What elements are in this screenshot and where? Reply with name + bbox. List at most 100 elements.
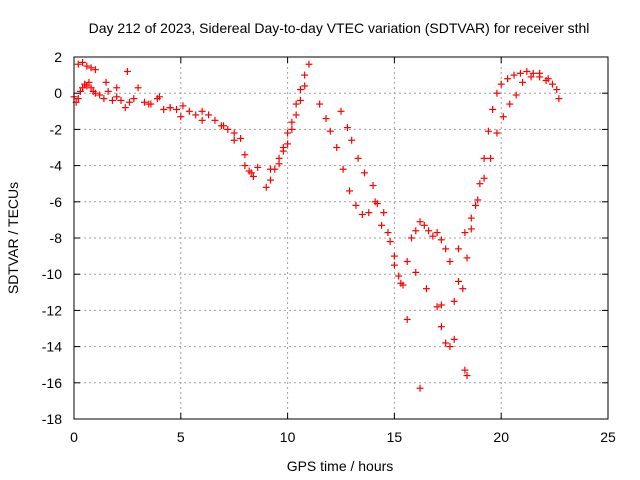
data-point xyxy=(305,60,313,68)
data-point xyxy=(220,122,228,130)
data-point xyxy=(544,75,552,83)
data-point xyxy=(121,104,129,112)
data-point xyxy=(288,118,296,126)
data-point xyxy=(177,113,185,121)
data-point xyxy=(145,100,153,108)
x-tick-label: 25 xyxy=(600,429,616,445)
data-point xyxy=(548,80,556,88)
data-point xyxy=(123,67,131,75)
data-point xyxy=(117,96,125,104)
data-point xyxy=(416,218,424,226)
data-point xyxy=(241,162,249,170)
data-point xyxy=(292,100,300,108)
data-point xyxy=(192,111,200,119)
data-point xyxy=(553,86,561,94)
data-point xyxy=(79,58,87,66)
data-point xyxy=(301,71,309,79)
data-point xyxy=(83,62,91,70)
data-point xyxy=(358,210,366,218)
data-point xyxy=(416,384,424,392)
data-point xyxy=(134,84,142,92)
data-point xyxy=(397,279,405,287)
data-point xyxy=(422,285,430,293)
data-point xyxy=(497,80,505,88)
data-point xyxy=(484,127,492,135)
data-point xyxy=(467,214,475,222)
data-point xyxy=(85,78,93,86)
data-point xyxy=(493,129,501,137)
data-point xyxy=(316,100,324,108)
data-point xyxy=(296,96,304,104)
data-point xyxy=(378,221,386,229)
data-point xyxy=(292,111,300,119)
data-point xyxy=(480,154,488,162)
data-point xyxy=(91,89,99,97)
data-point xyxy=(467,225,475,233)
data-point xyxy=(472,201,480,209)
data-point xyxy=(512,91,520,99)
data-point xyxy=(198,116,206,124)
data-point xyxy=(506,100,514,108)
data-point xyxy=(279,147,287,155)
data-point xyxy=(360,169,368,177)
data-point xyxy=(198,107,206,115)
data-point xyxy=(83,82,91,90)
y-tick-label: -6 xyxy=(50,194,63,210)
data-point xyxy=(429,232,437,240)
data-point xyxy=(275,160,283,168)
data-point xyxy=(346,187,354,195)
data-point xyxy=(403,315,411,323)
x-tick-label: 20 xyxy=(493,429,509,445)
data-point xyxy=(446,343,454,351)
data-point xyxy=(74,95,82,103)
data-point xyxy=(437,236,445,244)
data-point xyxy=(262,183,270,191)
data-point xyxy=(87,64,95,72)
data-point xyxy=(288,125,296,133)
plot-frame xyxy=(73,56,609,420)
data-point xyxy=(463,372,471,380)
data-point xyxy=(536,69,544,77)
y-tick-label: -16 xyxy=(42,375,62,391)
data-point xyxy=(487,154,495,162)
data-point xyxy=(555,95,563,103)
data-point xyxy=(459,285,467,293)
data-point xyxy=(420,221,428,229)
data-point xyxy=(352,201,360,209)
data-point xyxy=(74,60,82,68)
data-point xyxy=(160,105,168,113)
data-point xyxy=(476,180,484,188)
data-point xyxy=(333,144,341,151)
x-tick-label: 5 xyxy=(177,429,185,445)
data-point xyxy=(437,301,445,309)
data-point xyxy=(446,258,454,266)
data-point xyxy=(407,234,415,242)
data-point xyxy=(185,107,193,115)
data-point xyxy=(390,252,398,260)
data-point xyxy=(237,134,245,142)
data-point xyxy=(442,339,450,347)
data-point xyxy=(91,66,99,74)
x-axis-label: GPS time / hours xyxy=(287,458,394,474)
data-point xyxy=(499,113,507,121)
data-point xyxy=(433,229,441,237)
data-point xyxy=(337,107,345,115)
data-point xyxy=(425,227,433,235)
data-point xyxy=(166,104,174,112)
data-point xyxy=(450,297,458,305)
data-point xyxy=(284,129,292,137)
data-point xyxy=(354,154,362,162)
data-point xyxy=(412,268,420,276)
data-point xyxy=(100,95,108,103)
data-point xyxy=(489,105,497,113)
data-point xyxy=(140,98,148,106)
data-point xyxy=(348,136,356,144)
data-point xyxy=(247,169,255,177)
y-tick-label: 2 xyxy=(54,49,62,65)
data-point xyxy=(296,86,304,94)
data-point xyxy=(523,67,531,75)
data-point xyxy=(461,229,469,237)
data-point xyxy=(322,115,330,123)
data-point xyxy=(454,277,462,285)
data-point xyxy=(76,87,84,95)
